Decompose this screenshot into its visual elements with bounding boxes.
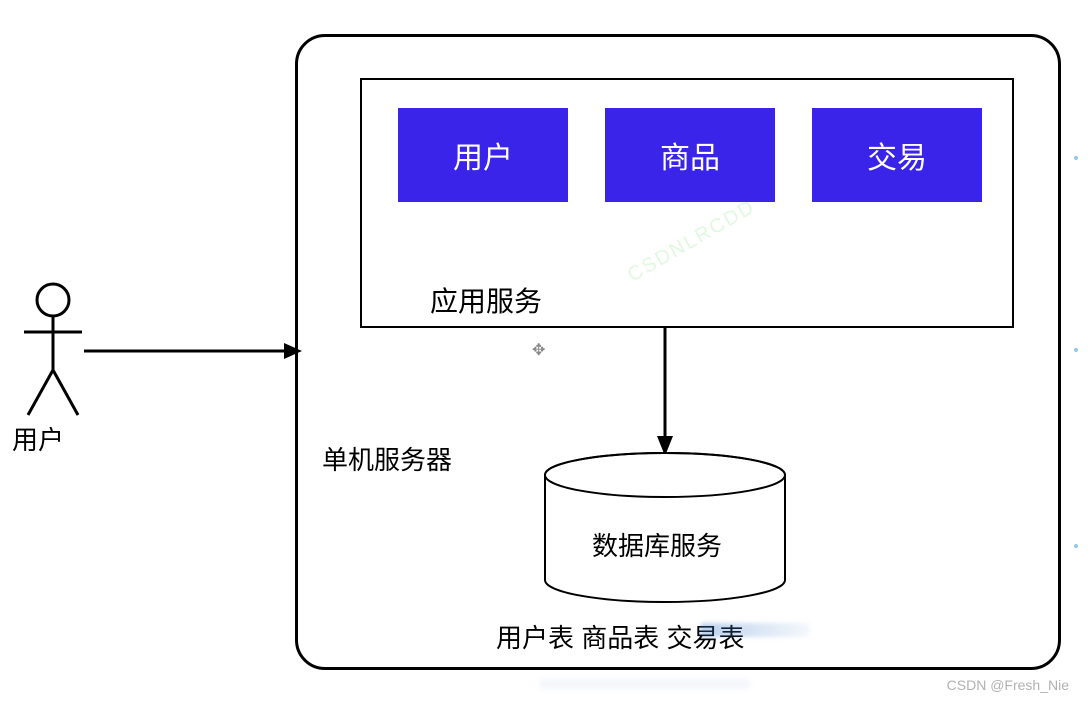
app-service-label: 应用服务 bbox=[430, 280, 542, 320]
module-transaction-label: 交易 bbox=[867, 133, 927, 177]
module-product: 商品 bbox=[605, 108, 775, 202]
server-label: 单机服务器 bbox=[322, 440, 452, 477]
guide-dot bbox=[1074, 348, 1078, 352]
move-cursor-icon: ✥ bbox=[532, 340, 545, 360]
database-label: 数据库服务 bbox=[592, 526, 722, 563]
module-transaction: 交易 bbox=[812, 108, 982, 202]
arrow-app-to-db bbox=[645, 328, 685, 463]
module-user: 用户 bbox=[398, 108, 568, 202]
smudge-artifact-2 bbox=[540, 680, 750, 688]
csdn-watermark: CSDN @Fresh_Nie bbox=[947, 677, 1069, 693]
module-user-label: 用户 bbox=[453, 133, 513, 177]
user-label: 用户 bbox=[12, 420, 64, 457]
user-actor-icon bbox=[18, 280, 88, 425]
arrow-user-to-server bbox=[84, 336, 304, 371]
smudge-artifact bbox=[700, 623, 810, 637]
guide-dot bbox=[1074, 544, 1078, 548]
guide-dot bbox=[1074, 156, 1078, 160]
module-product-label: 商品 bbox=[660, 133, 720, 177]
diagram-canvas: 用户 单机服务器 用户 商品 交易 应用服务 CSDNLRCDD ✥ bbox=[0, 0, 1089, 701]
